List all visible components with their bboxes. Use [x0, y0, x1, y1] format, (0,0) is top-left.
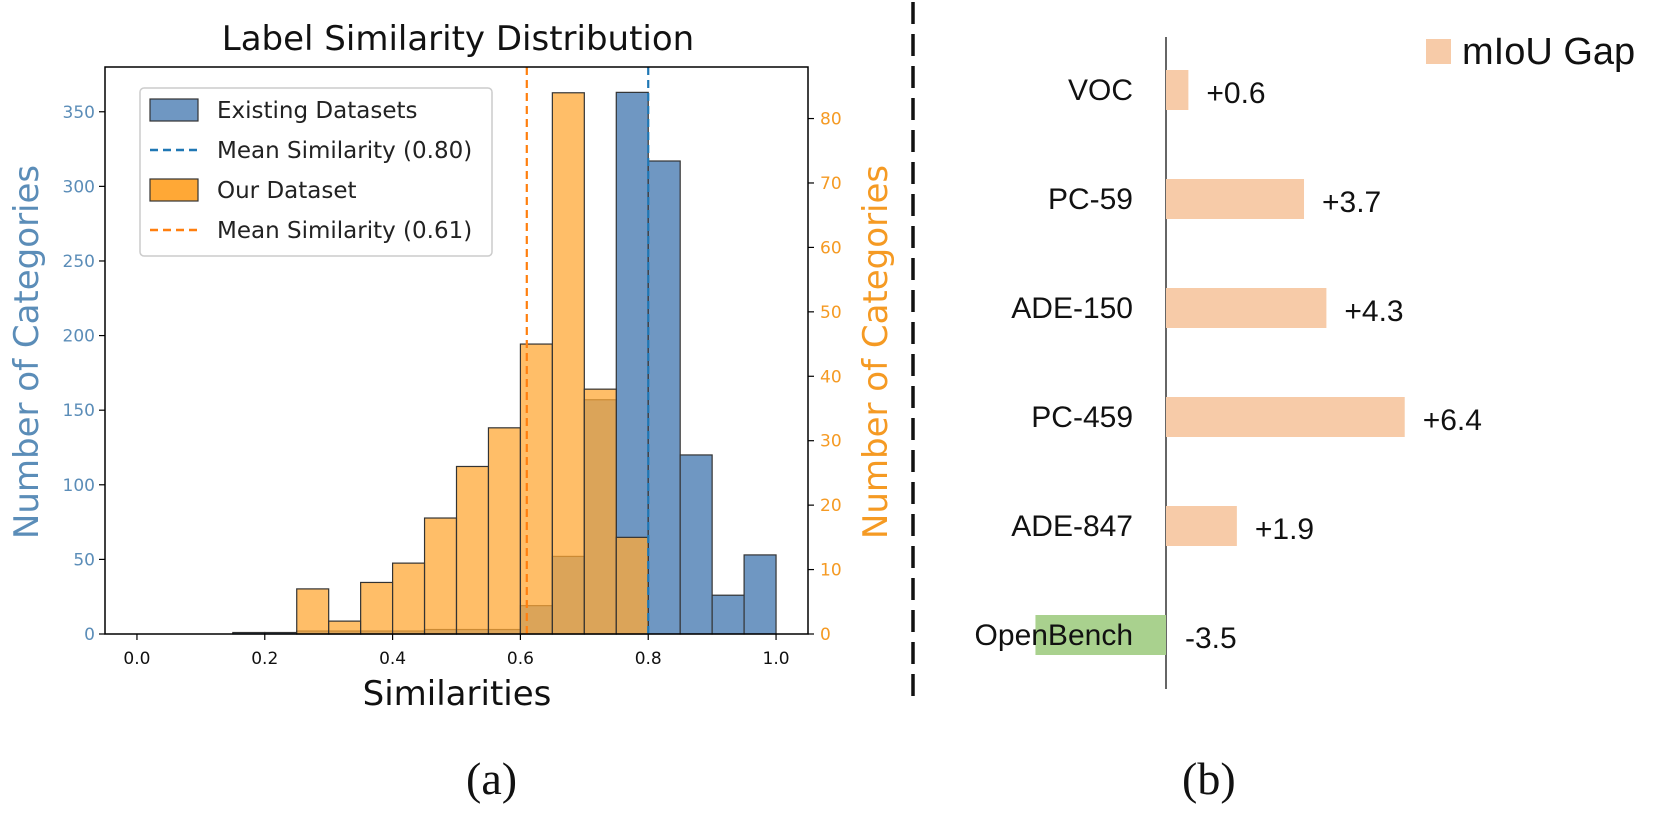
x-tick-label: 0.2	[251, 649, 278, 669]
category-label: PC-59	[1048, 183, 1133, 216]
left-y-axis-ticks: 0 50 100 150 200 250 300 350	[63, 103, 105, 645]
gap-bar-openbench	[1035, 615, 1166, 655]
existing-datasets-bar	[711, 594, 745, 635]
right-y-tick-label: 20	[820, 496, 842, 516]
right-y-tick-label: 10	[820, 561, 842, 581]
gap-bar-pc-59	[1166, 179, 1305, 219]
legend-label-miou: mIoU Gap	[1462, 31, 1635, 73]
our-dataset-bar	[328, 620, 362, 635]
right-y-axis-ticks: 0 10 20 30 40 50 60 70 80	[808, 110, 842, 645]
right-y-tick-label: 60	[820, 238, 842, 258]
value-label: +3.7	[1322, 186, 1381, 219]
x-tick-label: 0.4	[379, 649, 406, 669]
our-dataset-bar	[583, 388, 617, 635]
right-y-tick-label: 40	[820, 367, 842, 387]
legend-label: Existing Datasets	[217, 98, 417, 124]
panel-caption-a: (a)	[466, 753, 518, 804]
legend-miou: mIoU Gap	[1426, 31, 1635, 73]
category-label: ADE-847	[1011, 510, 1133, 543]
gap-bar-ade-150	[1166, 288, 1327, 328]
x-axis-label: Similarities	[363, 674, 552, 714]
left-y-tick-label: 0	[84, 625, 95, 645]
left-y-tick-label: 50	[73, 550, 95, 570]
right-y-axis-label: Number of Categories	[856, 165, 896, 539]
category-label: ADE-150	[1011, 292, 1133, 325]
left-y-tick-label: 150	[63, 401, 95, 421]
legend-box	[139, 87, 493, 257]
our-dataset-bar	[360, 581, 394, 635]
existing-datasets-bar	[679, 454, 713, 635]
our-dataset-bar	[487, 427, 522, 635]
histogram-panel: Label Similarity Distribution 0.0 0.2 0.4 0…	[7, 19, 896, 714]
right-y-tick-label: 0	[820, 625, 831, 645]
miou-gap-panel: VOC +0.6 PC-59 +3.7 ADE-150 +4.3 PC-459 +6.4 ADE…	[975, 31, 1635, 689]
left-y-tick-label: 300	[63, 177, 95, 197]
legend: Existing Datasets Mean Similarity (0.80) O…	[139, 87, 493, 257]
mean-lines	[525, 67, 650, 634]
our-dataset-bar	[519, 343, 553, 635]
x-tick-label: 0.0	[123, 649, 150, 669]
gap-bar-pc-459	[1166, 397, 1405, 437]
existing-datasets-bar	[743, 554, 777, 635]
miou-gap-bars: VOC +0.6 PC-59 +3.7 ADE-150 +4.3 PC-459 +6.4 ADE…	[975, 70, 1482, 655]
value-label: +0.6	[1206, 77, 1265, 110]
gap-bar-ade-847	[1166, 506, 1237, 546]
right-y-tick-label: 80	[820, 110, 842, 130]
left-y-axis-label: Number of Categories	[7, 165, 47, 539]
legend-swatch	[149, 178, 199, 202]
legend-label: Mean Similarity (0.61)	[217, 218, 472, 244]
our-dataset-bar	[391, 562, 426, 635]
legend-label: Mean Similarity (0.80)	[217, 138, 472, 164]
chart-title: Label Similarity Distribution	[222, 19, 694, 59]
legend-swatch	[149, 98, 199, 122]
value-label: +6.4	[1423, 404, 1482, 437]
x-tick-label: 1.0	[763, 649, 790, 669]
left-y-tick-label: 350	[63, 103, 95, 123]
value-label: -3.5	[1185, 622, 1237, 655]
gap-bar-voc	[1166, 70, 1189, 110]
right-y-tick-label: 70	[820, 174, 842, 194]
our-dataset-bars	[296, 92, 649, 635]
x-tick-label: 0.6	[507, 649, 534, 669]
our-dataset-bar	[296, 588, 330, 635]
left-y-tick-label: 250	[63, 252, 95, 272]
our-dataset-bar	[423, 517, 458, 635]
left-y-tick-label: 100	[63, 476, 95, 496]
value-label: +4.3	[1344, 295, 1403, 328]
category-label: OpenBench	[975, 619, 1133, 652]
panel-caption-b: (b)	[1182, 753, 1236, 804]
x-tick-label: 0.8	[635, 649, 662, 669]
plot-frame	[104, 66, 809, 635]
our-dataset-bar	[551, 92, 585, 635]
right-y-tick-label: 50	[820, 303, 842, 323]
category-label: PC-459	[1031, 401, 1133, 434]
existing-datasets-bar	[647, 160, 681, 635]
left-y-tick-label: 200	[63, 327, 95, 347]
category-label: VOC	[1068, 74, 1133, 107]
value-label: +1.9	[1255, 513, 1314, 546]
legend-swatch-miou	[1426, 39, 1451, 64]
legend-label: Our Dataset	[217, 178, 357, 204]
right-y-tick-label: 30	[820, 432, 842, 452]
our-dataset-bar	[615, 536, 649, 635]
x-axis-ticks: 0.0 0.2 0.4 0.6 0.8 1.0	[123, 634, 790, 669]
our-dataset-bar	[455, 465, 490, 635]
